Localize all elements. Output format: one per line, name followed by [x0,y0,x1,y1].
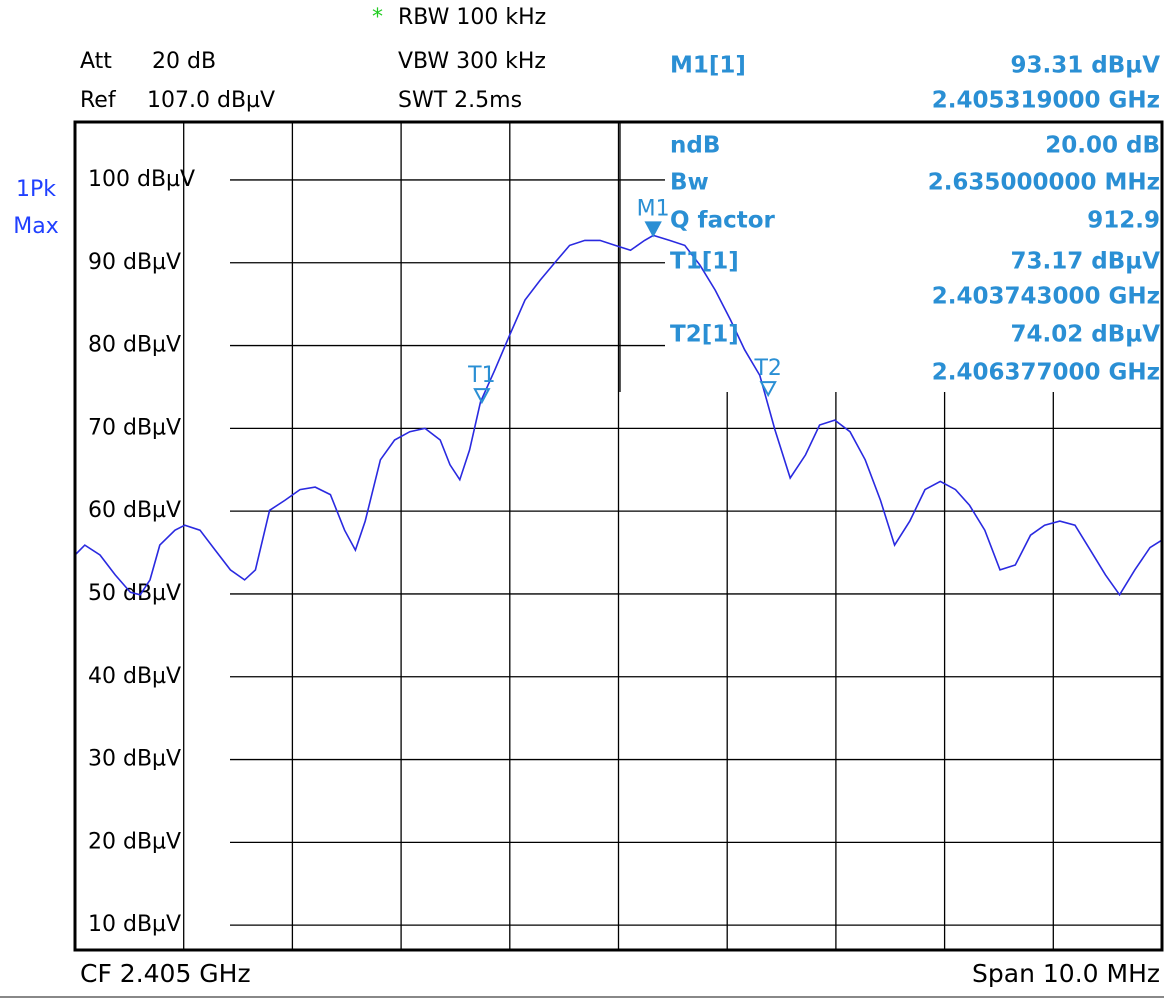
y-tick-label: 70 dBµV [88,415,181,440]
y-tick-label: 100 dBµV [88,167,195,192]
y-tick-label: 20 dBµV [88,829,181,854]
y-tick-label: 40 dBµV [88,664,181,689]
ref-label: Ref [80,88,117,113]
table-label: Q factor [670,208,776,234]
marker-symbol [473,388,491,405]
y-tick-label: 60 dBµV [88,498,181,523]
trace [74,234,1163,597]
marker-value: 74.02 dBµV [1011,322,1161,348]
att-label: Att [80,49,112,74]
table-value: 912.9 [1087,208,1160,234]
y-tick-label: 10 dBµV [88,912,181,937]
rbw: RBW 100 kHz [398,5,546,30]
y-tick-label: 90 dBµV [88,250,181,275]
marker-frequency: 2.405319000 GHz [932,88,1160,114]
marker-table-label: T2[1] [670,322,739,348]
table-label: ndB [670,133,720,159]
marker-table-label: T1[1] [670,249,739,275]
table-value: 20.00 dB [1045,133,1160,159]
marker-label: T1 [467,363,495,388]
marker-frequency: 2.406377000 GHz [932,360,1160,386]
rbw-star: * [372,5,383,30]
marker-label: T2 [753,356,781,381]
center-frequency: CF 2.405 GHz [80,959,251,988]
marker-symbol [644,221,662,238]
trace-mode: 1Pk [16,177,56,202]
marker-table-label: M1[1] [670,53,746,79]
marker-symbol [759,381,777,398]
marker-value: 73.17 dBµV [1011,249,1161,275]
plot-frame [73,120,1164,952]
marker-frequency: 2.403743000 GHz [932,284,1160,310]
y-tick-label: 80 dBµV [88,333,181,358]
table-label: Bw [670,170,709,196]
swt: SWT 2.5ms [398,88,522,113]
marker-table-bg [665,125,1162,391]
att-value: 20 dB [152,49,216,74]
marker-label: M1 [637,196,670,221]
ref-value: 107.0 dBµV [147,88,275,113]
y-tick-label: 30 dBµV [88,747,181,772]
trace-mode: Max [13,214,58,239]
span: Span 10.0 MHz [972,959,1160,988]
vbw: VBW 300 kHz [398,49,546,74]
table-value: 2.635000000 MHz [928,170,1160,196]
marker-value: 93.31 dBµV [1011,53,1161,79]
